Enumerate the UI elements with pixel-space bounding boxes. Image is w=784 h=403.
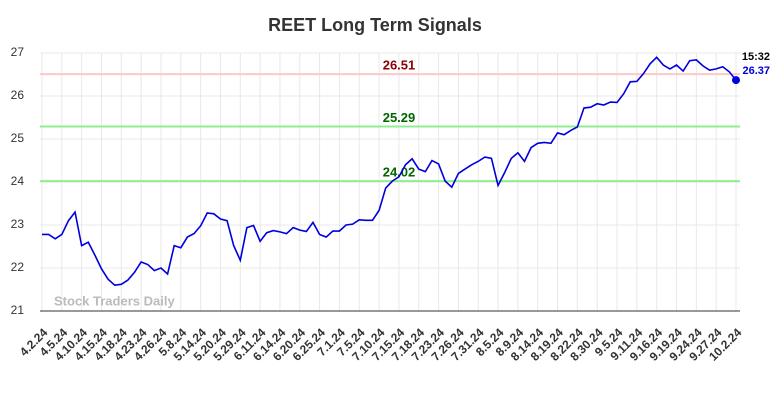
last-value: 26.37 — [742, 65, 770, 77]
y-tick-label: 25 — [11, 131, 25, 145]
last-time: 15:32 — [742, 51, 770, 63]
level-label: 25.29 — [383, 110, 416, 125]
watermark: Stock Traders Daily — [54, 293, 175, 308]
y-tick-label: 23 — [11, 217, 25, 231]
level-label: 26.51 — [383, 58, 416, 73]
chart-title: REET Long Term Signals — [268, 15, 482, 35]
y-tick-label: 27 — [11, 45, 25, 59]
y-tick-label: 26 — [11, 88, 25, 102]
y-tick-label: 24 — [11, 174, 25, 188]
price-line — [42, 56, 737, 287]
level-label: 24.02 — [383, 165, 416, 180]
y-tick-label: 21 — [11, 303, 25, 317]
y-tick-label: 22 — [11, 260, 25, 274]
last-point — [732, 76, 740, 85]
